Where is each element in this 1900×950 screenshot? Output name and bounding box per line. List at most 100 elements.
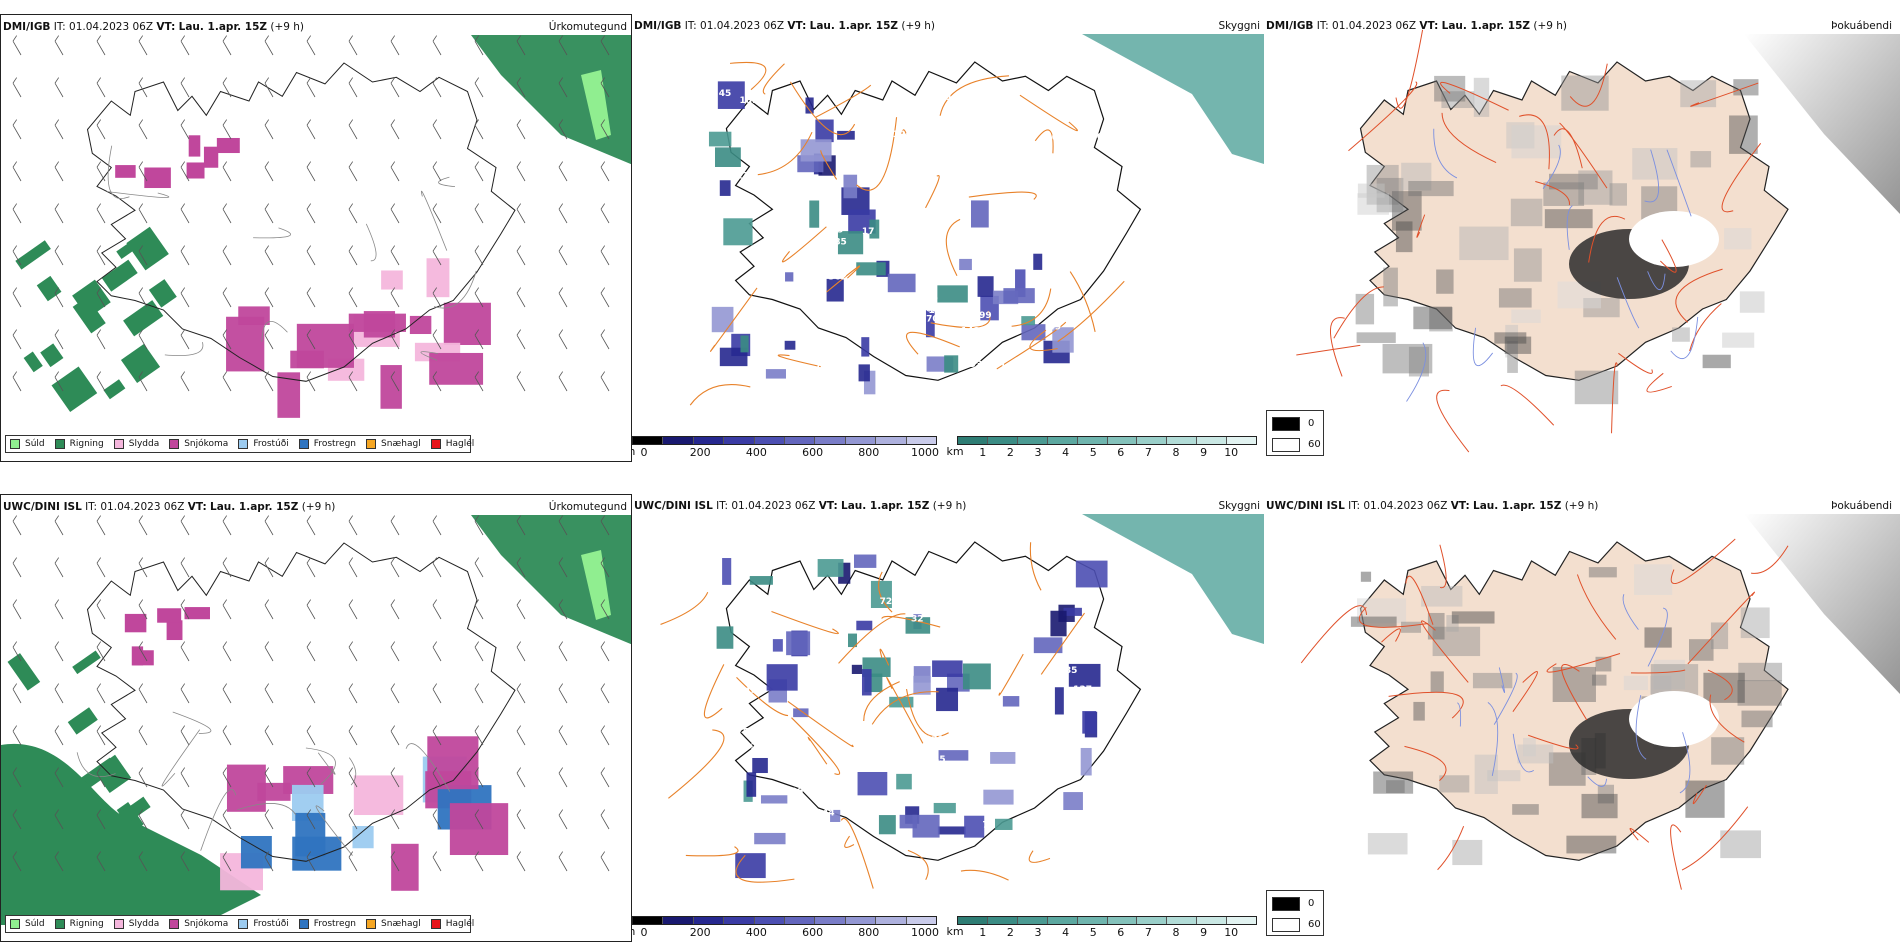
visibility-value: 22 [735, 811, 748, 821]
legend-item: Slydda [113, 919, 159, 929]
colorbar-cell [1017, 437, 1048, 444]
legend-swatch [10, 439, 20, 449]
legend-swatch [113, 919, 124, 929]
legend-swatch [54, 439, 65, 449]
colorbar-cell [1017, 917, 1048, 924]
colorbar-cell [958, 917, 988, 924]
fog-legend-swatch [1272, 917, 1300, 932]
fog-legend-swatch [1272, 437, 1300, 452]
precip-layer [1, 515, 631, 925]
fog-legend-label: 0 [1308, 418, 1315, 429]
colorbar-cell [906, 437, 937, 444]
visibility-value: 16 [1089, 345, 1102, 355]
visibility-value: 40 [938, 93, 951, 103]
visibility-colorbar-km: km 1 2 3 4 5 6 7 8 9 10 [946, 916, 1257, 939]
colorbar-tick: 600 [802, 446, 824, 459]
legend-item: Slydda [113, 439, 160, 449]
fog-legend-item: 60 [1272, 916, 1323, 933]
visibility-value: 142 [774, 210, 793, 220]
visibility-value: 206 [785, 787, 804, 797]
visibility-value: 99 [1070, 260, 1083, 270]
visibility-value: 104 [893, 130, 912, 140]
visibility-value: 142 [951, 170, 970, 180]
legend-swatch [10, 919, 20, 929]
visibility-value: 85 [834, 238, 847, 248]
legend-swatch [54, 919, 65, 929]
precip-layer [15, 35, 631, 418]
visibility-value: 96 [973, 620, 986, 630]
visibility-value: 293 [977, 562, 996, 572]
legend-label: Snæhagl [381, 439, 421, 449]
colorbar-tick: 0 [640, 446, 648, 459]
legend-label: Frostúði [253, 919, 289, 929]
visibility-value: 493 [963, 360, 982, 370]
colorbar-cell [1227, 917, 1257, 924]
visibility-value: 472 [952, 249, 971, 259]
fog-map-r1 [1264, 29, 1900, 453]
colorbar-tick: 10 [1224, 446, 1239, 459]
legend-label: Frostúði [253, 439, 289, 449]
legend-item: Snjókoma [169, 439, 228, 449]
legend-item: Súld [10, 919, 45, 929]
panel-name: Þokuábendi [1831, 20, 1892, 32]
colorbar-tick: 400 [745, 446, 767, 459]
colorbar-cell [1047, 917, 1078, 924]
visibility-value: 47 [926, 578, 939, 588]
panel-name: Þokuábendi [1831, 500, 1892, 512]
visibility-value: 94 [1076, 308, 1089, 318]
legend-swatch [366, 919, 377, 929]
panel-name: Skyggni [1218, 20, 1261, 32]
visibility-value: 148 [961, 327, 980, 337]
colorbar-cell [754, 437, 786, 444]
visibility-value: 504 [1046, 133, 1065, 143]
colorbar-cell [845, 437, 877, 444]
colorbar-cell [633, 917, 664, 924]
colorbar-tick: 1000 [911, 446, 939, 459]
legend-label: Slydda [128, 439, 160, 449]
fog-legend-item: 60 [1272, 436, 1323, 453]
legend-label: Frostregn [313, 919, 357, 929]
map-title: UWC/DINI ISL IT: 01.04.2023 06Z VT: Lau.… [634, 500, 967, 512]
visibility-value: 139 [811, 672, 830, 682]
colorbar-tick: 10 [1224, 926, 1239, 939]
colorbar-unit: km [946, 925, 964, 938]
visibility-value: 123 [1044, 190, 1063, 200]
visibility-value: 175 [730, 728, 749, 738]
colorbar-cell [987, 917, 1018, 924]
legend-label: Súld [25, 919, 45, 929]
visibility-value: 95 [871, 312, 884, 322]
legend-item: Snæhagl [366, 919, 421, 929]
legend-label: Súld [25, 439, 45, 449]
visibility-value: 53 [816, 854, 829, 864]
visibility-value: 122 [929, 306, 948, 316]
legend-item: Snæhagl [366, 439, 421, 449]
colorbar-tick: 5 [1089, 926, 1097, 939]
colorbar-cell [1077, 437, 1108, 444]
colorbar-unit: km [946, 445, 964, 458]
legend-label: Haglél [445, 919, 475, 929]
colorbar-cell [906, 917, 937, 924]
precip-type-map-row1: DMI/IGB IT: 01.04.2023 06Z VT: Lau. 1.ap… [0, 14, 632, 462]
colorbar-tick: 5 [1089, 446, 1097, 459]
visibility-value: 593 [784, 225, 803, 235]
fog-legend-label: 60 [1308, 439, 1321, 450]
visibility-value: 137 [758, 349, 777, 359]
colorbar-cell [724, 917, 755, 924]
legend-item: Snjókoma [169, 919, 228, 929]
fog-legend-swatch [1272, 416, 1300, 431]
colorbar-cell [1167, 437, 1198, 444]
colorbar-cell [663, 917, 694, 924]
legend-item: Frostúði [238, 919, 289, 929]
colorbar-cell [663, 437, 694, 444]
map-title: DMI/IGB IT: 01.04.2023 06Z VT: Lau. 1.ap… [634, 20, 936, 32]
visibility-colorbar-m: m0 200 400 600 800 1000 [632, 916, 939, 939]
colorbar-cell [815, 437, 846, 444]
fog-legend-swatch [1272, 896, 1300, 911]
colorbar-tick: 8 [1172, 446, 1180, 459]
fog-map-row1: DMI/IGB IT: 01.04.2023 06Z VT: Lau. 1.ap… [1264, 14, 1900, 462]
visibility-value: 87 [1010, 838, 1023, 848]
map-title: DMI/IGB IT: 01.04.2023 06Z VT: Lau. 1.ap… [3, 21, 305, 33]
visibility-value: 72 [880, 597, 893, 607]
precip-map-r2 [1, 515, 631, 925]
